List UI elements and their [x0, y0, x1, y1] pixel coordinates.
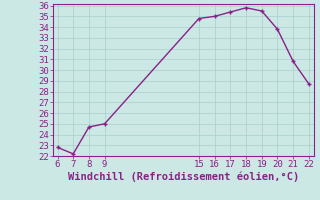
X-axis label: Windchill (Refroidissement éolien,°C): Windchill (Refroidissement éolien,°C) — [68, 172, 299, 182]
